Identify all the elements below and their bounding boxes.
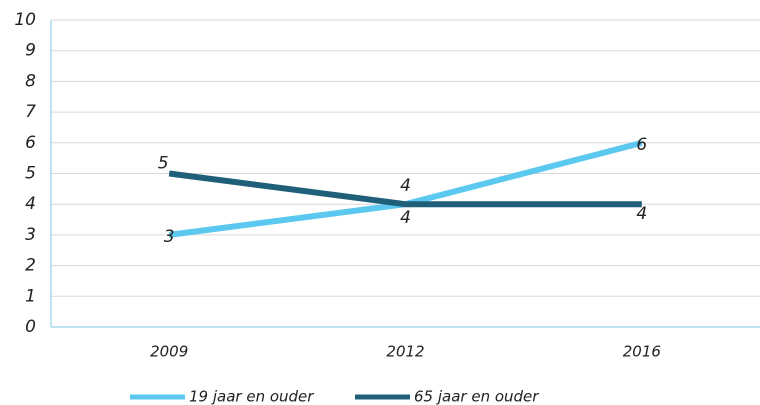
data-label: 6 <box>636 135 647 155</box>
data-label: 3 <box>164 227 175 247</box>
legend-label: 65 jaar en ouder <box>414 388 539 405</box>
y-tick-label: 6 <box>25 133 36 153</box>
legend-label: 19 jaar en ouder <box>189 388 314 405</box>
series-line <box>168 170 642 208</box>
y-tick-label: 8 <box>25 71 36 91</box>
y-tick-label: 9 <box>25 41 36 61</box>
data-label: 4 <box>400 208 411 228</box>
x-tick-label: 2009 <box>150 343 188 361</box>
y-tick-label: 7 <box>25 102 36 122</box>
x-tick-label: 2012 <box>386 343 424 361</box>
y-tick-label: 10 <box>14 10 36 30</box>
y-tick-label: 3 <box>25 225 36 245</box>
y-tick-label: 4 <box>25 194 36 214</box>
data-label: 4 <box>636 204 647 224</box>
x-tick-label: 2016 <box>623 343 661 361</box>
y-tick-label: 2 <box>25 256 36 276</box>
data-label: 5 <box>158 154 169 174</box>
data-label: 4 <box>400 176 411 196</box>
y-tick-label: 1 <box>25 286 36 306</box>
y-tick-label: 5 <box>25 164 36 184</box>
y-tick-label: 0 <box>25 317 36 337</box>
